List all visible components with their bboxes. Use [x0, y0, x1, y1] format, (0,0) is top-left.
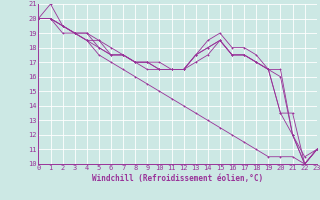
X-axis label: Windchill (Refroidissement éolien,°C): Windchill (Refroidissement éolien,°C)	[92, 174, 263, 183]
